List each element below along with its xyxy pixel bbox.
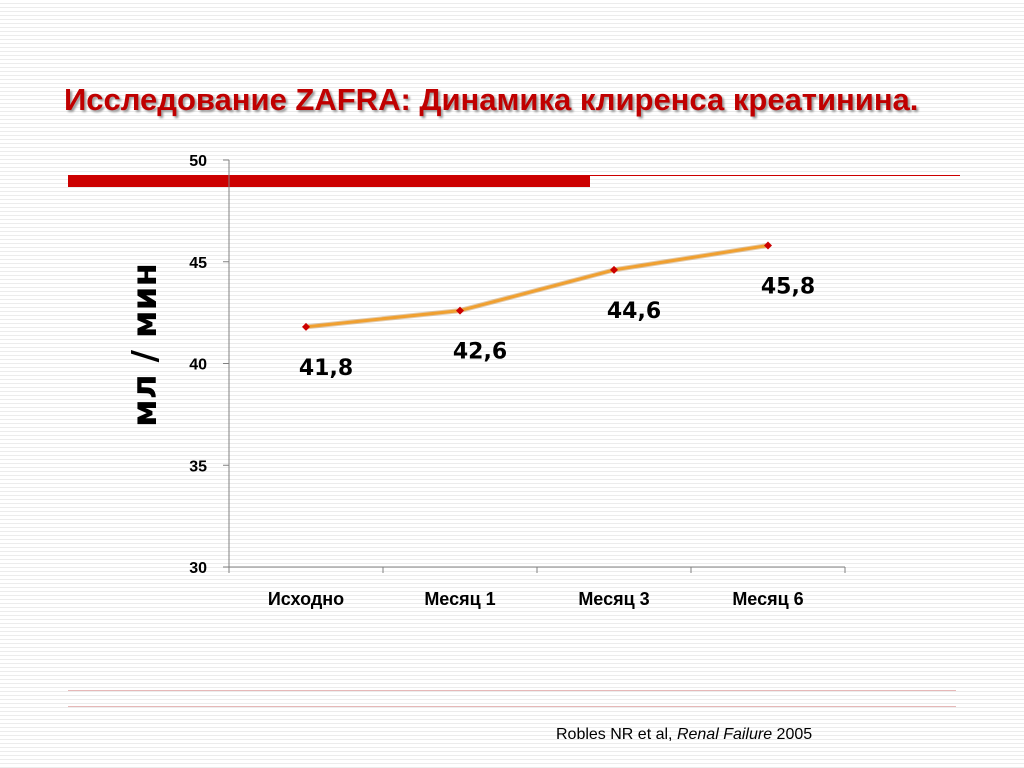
x-tick-label-1: Месяц 1 [424, 589, 495, 609]
source-journal: Renal Failure [676, 726, 773, 743]
title-underline-line [590, 175, 960, 176]
y-tick-label-50: 50 [189, 153, 207, 170]
data-point-2 [610, 265, 618, 274]
data-label-2: 44,6 [607, 299, 661, 324]
y-tick-label-35: 35 [189, 458, 207, 475]
source-year: 2005 [772, 726, 813, 743]
x-tick-label-0: Исходно [268, 589, 344, 609]
y-axis-label: мл / мин [125, 263, 165, 427]
footer-rule-top [68, 690, 956, 691]
data-label-0: 41,8 [299, 356, 353, 381]
y-tick-label-45: 45 [189, 255, 207, 272]
title-underline-bar [68, 175, 590, 187]
data-label-1: 42,6 [453, 340, 507, 365]
data-point-3 [764, 241, 772, 250]
footer-rule-bottom [68, 706, 956, 707]
y-tick-label-40: 40 [189, 357, 207, 374]
slide-title: Исследование ZAFRA: Динамика клиренса кр… [64, 82, 919, 117]
x-tick-label-2: Месяц 3 [578, 589, 649, 609]
data-point-1 [456, 306, 464, 315]
source-citation: Robles NR et al, Renal Failure 2005 [556, 726, 812, 744]
series-line [305, 243, 769, 329]
data-point-0 [302, 322, 310, 331]
x-tick-label-3: Месяц 6 [732, 589, 803, 609]
y-tick-label-30: 30 [189, 560, 207, 577]
data-label-3: 45,8 [761, 274, 815, 299]
source-authors: Robles NR et al, [556, 726, 677, 743]
